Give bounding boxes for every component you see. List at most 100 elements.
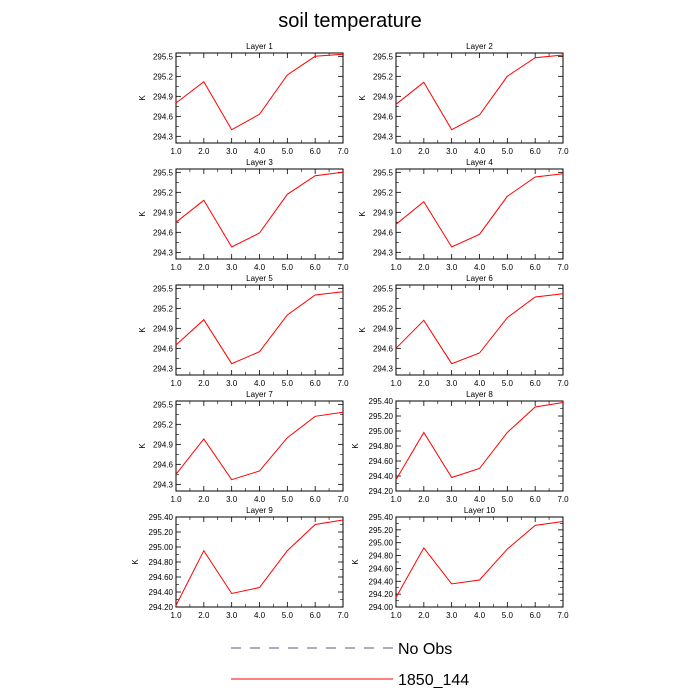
panel-title: Layer 3 — [246, 158, 273, 167]
x-tick-label: 2.0 — [198, 263, 210, 272]
y-tick-label: 295.2 — [373, 188, 394, 197]
figure-title: soil temperature — [278, 10, 421, 32]
series-line — [395, 293, 564, 365]
x-tick-label: 5.0 — [502, 379, 514, 388]
x-tick-label: 7.0 — [337, 495, 349, 504]
y-tick-label: 294.6 — [153, 112, 174, 121]
x-tick-label: 2.0 — [418, 263, 430, 272]
x-tick-label: 2.0 — [198, 147, 210, 156]
y-tick-label: 294.80 — [369, 442, 394, 451]
x-tick-label: 6.0 — [530, 379, 542, 388]
series-line — [175, 171, 344, 248]
plot-frame — [395, 52, 564, 144]
y-tick-label: 294.9 — [153, 440, 174, 449]
x-tick-label: 4.0 — [254, 379, 266, 388]
series-line — [395, 54, 564, 131]
y-tick-label: 294.60 — [149, 573, 174, 582]
panel-layer-10: Layer 10 1.0 2.0 3.0 4.0 5.0 6.0 7.0 294.00 294.2… — [351, 506, 569, 620]
x-tick-label: 7.0 — [337, 263, 349, 272]
y-tick-label: 294.6 — [373, 112, 394, 121]
x-tick-label: 1.0 — [170, 379, 182, 388]
y-tick-label: 294.6 — [153, 460, 174, 469]
x-tick-label: 3.0 — [446, 611, 458, 620]
x-tick-label: 6.0 — [310, 611, 322, 620]
x-tick-label: 4.0 — [254, 611, 266, 620]
y-tick-label: 294.6 — [153, 228, 174, 237]
panel-layer-2: Layer 2 1.0 2.0 3.0 4.0 5.0 6.0 7.0 294.3 294.6 29… — [358, 42, 569, 156]
plot-frame — [175, 400, 344, 492]
x-tick-label: 1.0 — [170, 611, 182, 620]
x-tick-label: 4.0 — [474, 147, 486, 156]
y-tick-label: 294.3 — [373, 132, 394, 141]
series-line — [395, 402, 564, 480]
x-tick-label: 7.0 — [337, 147, 349, 156]
x-tick-label: 7.0 — [557, 263, 569, 272]
y-tick-label: 294.9 — [373, 324, 394, 333]
y-tick-label: 294.60 — [369, 564, 394, 573]
x-tick-label: 7.0 — [337, 611, 349, 620]
x-tick-label: 6.0 — [310, 379, 322, 388]
y-axis-label: K — [358, 327, 367, 333]
y-tick-label: 294.40 — [149, 588, 174, 597]
y-tick-label: 295.2 — [373, 72, 394, 81]
x-tick-label: 2.0 — [418, 611, 430, 620]
y-axis-label: K — [358, 95, 367, 101]
y-tick-label: 295.2 — [153, 420, 174, 429]
x-tick-label: 6.0 — [530, 147, 542, 156]
y-tick-label: 294.9 — [373, 92, 394, 101]
y-tick-label: 295.20 — [369, 412, 394, 421]
y-tick-label: 294.9 — [373, 208, 394, 217]
x-tick-label: 1.0 — [170, 147, 182, 156]
x-tick-label: 3.0 — [226, 379, 238, 388]
y-tick-label: 295.00 — [369, 539, 394, 548]
x-tick-label: 2.0 — [418, 147, 430, 156]
x-tick-label: 3.0 — [446, 263, 458, 272]
x-tick-label: 3.0 — [226, 147, 238, 156]
y-tick-label: 294.40 — [369, 472, 394, 481]
y-tick-label: 294.6 — [373, 344, 394, 353]
y-tick-label: 295.2 — [153, 188, 174, 197]
y-axis-label: K — [351, 443, 360, 449]
x-tick-label: 6.0 — [310, 495, 322, 504]
x-tick-label: 3.0 — [446, 147, 458, 156]
y-tick-label: 295.5 — [153, 284, 174, 293]
panel-title: Layer 9 — [246, 506, 273, 515]
y-tick-label: 295.00 — [369, 427, 394, 436]
panel-title: Layer 10 — [464, 506, 496, 515]
x-tick-label: 3.0 — [446, 379, 458, 388]
y-tick-label: 294.3 — [153, 132, 174, 141]
x-tick-label: 2.0 — [418, 379, 430, 388]
y-tick-label: 294.9 — [153, 324, 174, 333]
x-tick-label: 7.0 — [337, 379, 349, 388]
y-axis-label: K — [138, 443, 147, 449]
y-tick-label: 294.9 — [153, 92, 174, 101]
series-line — [175, 53, 344, 131]
series-line — [395, 521, 564, 598]
legend-label: No Obs — [398, 641, 452, 658]
panel-layer-1: Layer 1 1.0 2.0 3.0 4.0 5.0 6.0 7.0 294.3 294.6 29… — [138, 42, 349, 156]
x-tick-label: 7.0 — [557, 611, 569, 620]
series-line — [175, 411, 344, 481]
x-tick-label: 2.0 — [418, 495, 430, 504]
x-tick-label: 1.0 — [170, 495, 182, 504]
panel-title: Layer 1 — [246, 42, 273, 51]
x-tick-label: 4.0 — [474, 263, 486, 272]
x-tick-label: 6.0 — [530, 495, 542, 504]
y-tick-label: 294.3 — [153, 480, 174, 489]
x-tick-label: 1.0 — [390, 263, 402, 272]
x-tick-label: 4.0 — [474, 495, 486, 504]
x-tick-label: 2.0 — [198, 379, 210, 388]
panel-layer-4: Layer 4 1.0 2.0 3.0 4.0 5.0 6.0 7.0 294.3 294.6 29… — [358, 158, 569, 272]
y-tick-label: 295.2 — [153, 304, 174, 313]
x-tick-label: 1.0 — [390, 147, 402, 156]
y-tick-label: 295.2 — [153, 72, 174, 81]
plot-frame — [395, 516, 564, 608]
panels: Layer 1 1.0 2.0 3.0 4.0 5.0 6.0 7.0 294.3 294.6 29… — [131, 42, 569, 620]
series-line — [175, 291, 344, 365]
x-tick-label: 5.0 — [282, 263, 294, 272]
x-tick-label: 1.0 — [390, 379, 402, 388]
x-tick-label: 4.0 — [474, 611, 486, 620]
y-tick-label: 295.00 — [149, 543, 174, 552]
y-tick-label: 295.5 — [153, 400, 174, 409]
x-tick-label: 5.0 — [282, 611, 294, 620]
